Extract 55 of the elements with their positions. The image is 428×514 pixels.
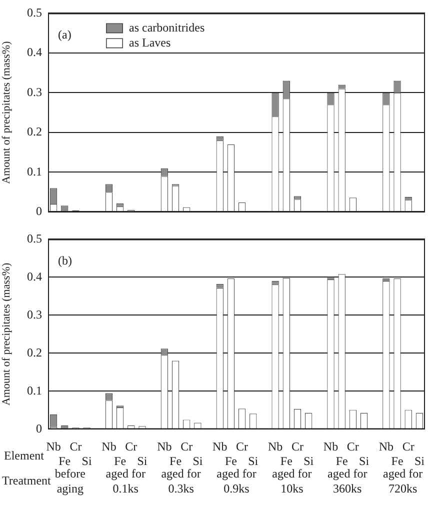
y-axis-title: Amount of precipitates (mass%) — [0, 40, 12, 184]
annotation: (a) — [58, 27, 72, 42]
text: Treatment — [2, 473, 52, 488]
text: before aging — [54, 466, 86, 496]
x-tick-label: Cr — [346, 440, 359, 454]
y-tick-label: 0.2 — [27, 345, 42, 360]
text: aged for 360ks — [328, 466, 368, 496]
x-tick-label: Si — [304, 454, 314, 468]
x-tick-label: Fe — [58, 454, 71, 468]
x-tick-label: Cr — [180, 440, 193, 454]
x-tick-label: Cr — [291, 440, 304, 454]
x-tick-label: Cr — [402, 440, 414, 454]
x-tick-label: Cr — [236, 440, 248, 454]
x-tick-label: Nb — [268, 440, 283, 454]
text: aged for 10ks — [272, 466, 312, 496]
y-axis-title: Amount of precipitates (mass%) — [0, 262, 12, 406]
text: aged for 0.9ks — [216, 466, 256, 496]
y-tick-label: 0 — [36, 204, 42, 218]
y-tick-label: 0 — [36, 421, 42, 436]
text: aged for 720ks — [382, 466, 423, 496]
x-tick-label: Si — [414, 454, 426, 468]
x-tick-label: Fe — [114, 454, 126, 468]
x-tick-label: Si — [82, 454, 92, 468]
x-tick-label: Nb — [323, 440, 338, 454]
y-tick-label: 0.5 — [27, 231, 42, 246]
x-tick-label: Fe — [170, 454, 182, 468]
x-tick-label: Nb — [212, 440, 228, 454]
y-tick-label: 0.2 — [27, 124, 42, 139]
legend-label: as carbonitrides — [129, 20, 205, 34]
x-tick-label: Si — [248, 454, 259, 468]
x-tick-label: Fe — [280, 454, 292, 468]
annotation: (b) — [58, 253, 72, 268]
y-tick-label: 0.1 — [27, 164, 42, 178]
x-tick-label: Si — [359, 454, 370, 468]
x-tick-label: Cr — [70, 440, 82, 454]
y-tick-label: 0.4 — [27, 269, 42, 284]
text: Element — [4, 448, 45, 462]
x-tick-label: Si — [137, 454, 148, 468]
x-tick-label: Nb — [378, 440, 394, 454]
x-tick-label: Fe — [224, 454, 237, 468]
x-tick-label: Nb — [157, 440, 172, 454]
y-tick-label: 0.3 — [27, 307, 42, 322]
x-tick-label: Nb — [102, 440, 116, 454]
text: aged for 0.3ks — [161, 466, 201, 496]
y-tick-label: 0.4 — [27, 45, 42, 60]
text: aged for 0.1ks — [106, 466, 146, 496]
y-tick-label: 0.3 — [27, 84, 42, 99]
legend-label: as Laves — [129, 35, 171, 50]
x-tick-label: Cr — [125, 440, 138, 454]
x-tick-label: Si — [192, 454, 204, 468]
x-tick-label: Fe — [336, 454, 348, 468]
y-tick-label: 0.5 — [27, 5, 42, 20]
x-tick-label: Fe — [391, 454, 404, 468]
y-tick-label: 0.1 — [27, 383, 42, 398]
x-tick-label: Nb — [46, 440, 61, 454]
